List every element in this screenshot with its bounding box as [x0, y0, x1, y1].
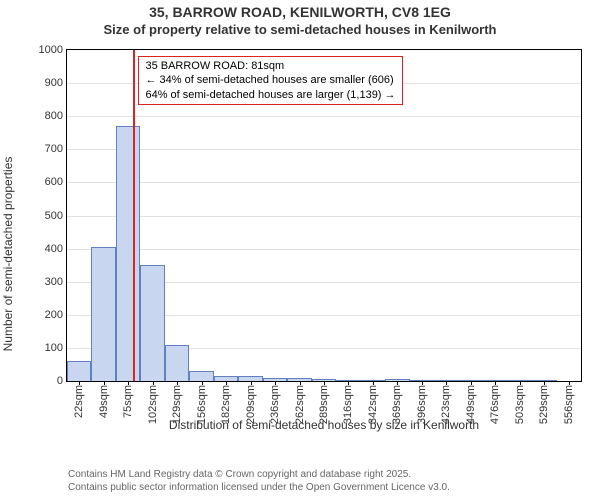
y-axis-label: Number of semi-detached properties: [1, 156, 15, 351]
chart-titles: 35, BARROW ROAD, KENILWORTH, CV8 1EG Siz…: [0, 4, 600, 37]
title-line-1: 35, BARROW ROAD, KENILWORTH, CV8 1EG: [0, 4, 600, 20]
y-tick-label: 600: [45, 176, 67, 188]
y-tick-label: 1000: [39, 44, 67, 56]
info-line-3: 64% of semi-detached houses are larger (…: [145, 88, 395, 102]
gridline: [67, 182, 581, 183]
info-line-1: 35 BARROW ROAD: 81sqm: [145, 59, 395, 73]
gridline: [67, 216, 581, 217]
x-tick-label: 49sqm: [98, 385, 110, 418]
chart-area: Number of semi-detached properties 01002…: [12, 43, 588, 464]
info-line-2: ← 34% of semi-detached houses are smalle…: [145, 73, 395, 87]
footer-line-2: Contains public sector information licen…: [68, 481, 588, 494]
histogram-bar: [189, 371, 213, 381]
y-tick-label: 500: [45, 210, 67, 222]
gridline: [67, 116, 581, 117]
y-tick-label: 400: [45, 243, 67, 255]
gridline: [67, 249, 581, 250]
x-tick-label: 22sqm: [73, 385, 85, 418]
histogram-bar: [165, 345, 189, 381]
y-tick-label: 700: [45, 143, 67, 155]
plot-region: 0100200300400500600700800900100022sqm49s…: [66, 49, 582, 382]
footer-attribution: Contains HM Land Registry data © Crown c…: [0, 464, 600, 500]
x-tick-label: 75sqm: [122, 385, 134, 418]
footer-line-1: Contains HM Land Registry data © Crown c…: [68, 468, 588, 481]
property-marker-line: [133, 50, 135, 381]
gridline: [67, 149, 581, 150]
y-tick-label: 800: [45, 110, 67, 122]
x-axis-label: Distribution of semi-detached houses by …: [66, 418, 582, 432]
y-tick-label: 300: [45, 276, 67, 288]
histogram-bar: [67, 361, 91, 381]
histogram-bar: [91, 247, 115, 381]
histogram-bar: [140, 265, 164, 381]
y-tick-label: 100: [45, 342, 67, 354]
y-tick-label: 200: [45, 309, 67, 321]
title-line-2: Size of property relative to semi-detach…: [0, 22, 600, 37]
marker-info-box: 35 BARROW ROAD: 81sqm← 34% of semi-detac…: [138, 56, 402, 105]
y-tick-label: 900: [45, 77, 67, 89]
y-tick-label: 0: [57, 375, 67, 387]
histogram-bar: [116, 126, 140, 381]
